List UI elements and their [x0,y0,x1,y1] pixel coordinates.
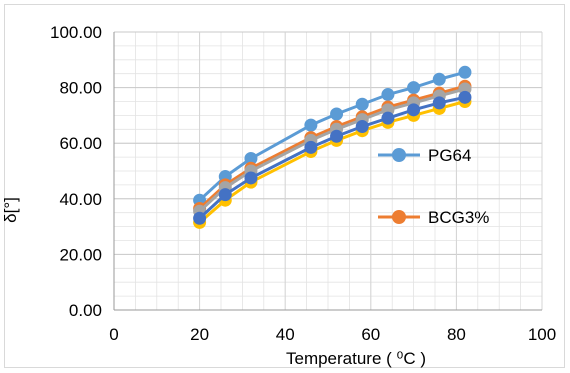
y-tick-label: 20.00 [59,245,102,264]
y-tick-label: 100.00 [50,23,102,42]
series-group [193,65,472,229]
series-line [198,84,466,210]
data-point [355,97,369,111]
y-tick-label: 60.00 [59,134,102,153]
legend-label: PG64 [428,146,471,165]
data-point [193,211,207,225]
data-point [458,90,472,104]
x-tick-label: 60 [361,325,380,344]
gridlines [113,31,543,311]
series-5 [193,90,472,225]
data-point [330,129,344,143]
data-point [330,107,344,121]
legend-entry: PG64 [378,146,471,165]
series-line [198,100,466,224]
series-line [198,70,466,202]
x-axis-title: Temperature ( ⁰C ) [286,349,426,368]
y-axis-title: δ[°] [1,197,20,223]
data-point [244,171,258,185]
y-tick-label: 80.00 [59,79,102,98]
legend-entry: BCG3% [378,208,489,227]
y-tick-label: 0.00 [69,301,102,320]
series-line [198,87,466,213]
data-point [407,81,421,95]
series-line [198,95,466,220]
x-tick-label: 20 [190,325,209,344]
data-point [458,65,472,79]
data-point [407,103,421,117]
x-tick-label: 100 [528,325,556,344]
data-point [304,140,318,154]
data-point [381,88,395,102]
y-tick-label: 40.00 [59,190,102,209]
data-point [432,72,446,86]
legend-label: BCG3% [428,208,489,227]
chart-frame [4,4,565,368]
axes: 0 20 40 60 80 100 0.00 20.00 40.00 60.00 80.00 100.… [50,23,556,344]
legend-swatch-marker [392,210,406,224]
data-point [218,188,232,202]
x-tick-label: 40 [276,325,295,344]
data-point [355,120,369,134]
legend: PG64 BCG3% [378,146,489,227]
data-point [381,111,395,125]
data-point [432,96,446,110]
legend-swatch-marker [392,148,406,162]
x-tick-label: 80 [447,325,466,344]
data-point [304,118,318,132]
x-tick-label: 0 [109,325,118,344]
